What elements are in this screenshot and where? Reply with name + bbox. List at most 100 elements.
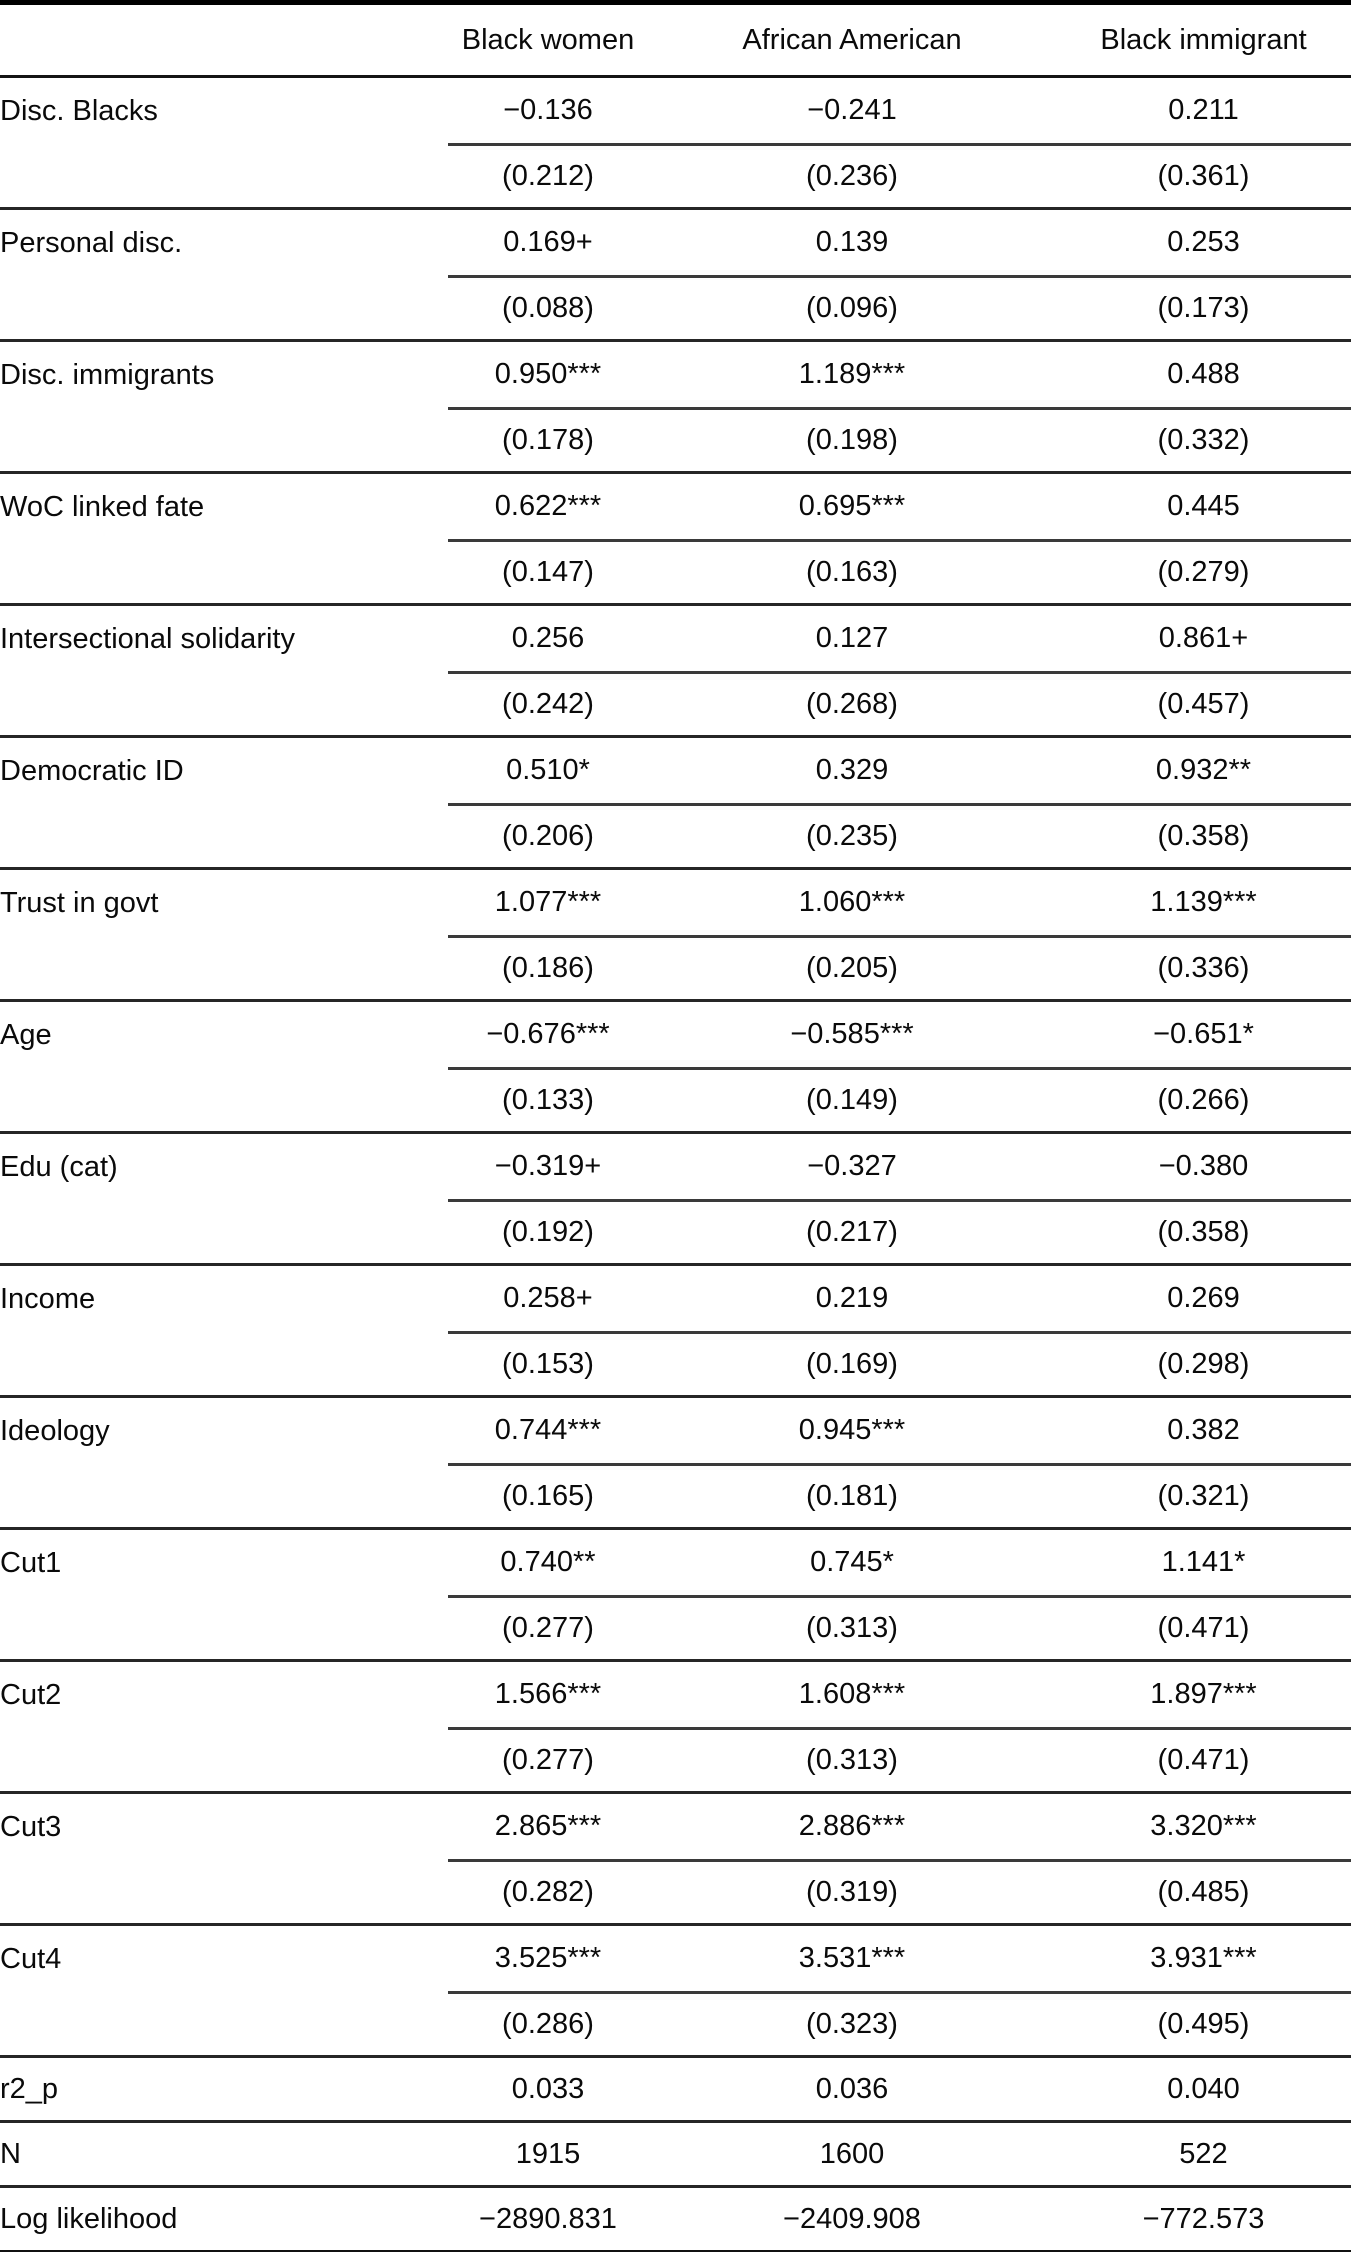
coefficient-cell: −0.585*** xyxy=(648,1000,1056,1070)
table-row-coefficients: Trust in govt 1.077*** 1.060*** 1.139*** xyxy=(0,868,1351,938)
se-cell: (0.471) xyxy=(1056,1596,1351,1662)
table-row-standard-errors: (0.153) (0.169) (0.298) xyxy=(0,1332,1351,1398)
coefficient-cell: 1.060*** xyxy=(648,868,1056,938)
se-cell: (0.169) xyxy=(648,1332,1056,1398)
row-label-empty xyxy=(0,1332,448,1398)
se-cell: (0.495) xyxy=(1056,1992,1351,2058)
header-row: Black women African American Black immig… xyxy=(0,2,1351,78)
se-cell: (0.212) xyxy=(448,144,648,210)
table-row-coefficients: Income 0.258+ 0.219 0.269 xyxy=(0,1264,1351,1334)
se-cell: (0.165) xyxy=(448,1464,648,1530)
coefficient-cell: 0.740** xyxy=(448,1528,648,1598)
se-cell: (0.266) xyxy=(1056,1068,1351,1134)
se-cell: (0.217) xyxy=(648,1200,1056,1266)
table-row-coefficients: Edu (cat) −0.319+ −0.327 −0.380 xyxy=(0,1132,1351,1202)
table-row-coefficients: Cut4 3.525*** 3.531*** 3.931*** xyxy=(0,1924,1351,1994)
table-row-standard-errors: (0.133) (0.149) (0.266) xyxy=(0,1068,1351,1134)
coefficient-cell: −0.327 xyxy=(648,1132,1056,1202)
coefficient-cell: 0.488 xyxy=(1056,340,1351,410)
se-cell: (0.286) xyxy=(448,1992,648,2058)
se-cell: (0.153) xyxy=(448,1332,648,1398)
row-label: Cut1 xyxy=(0,1546,62,1579)
row-label: Age xyxy=(0,1018,52,1051)
row-label: Disc. immigrants xyxy=(0,358,215,391)
row-label-empty xyxy=(0,1200,448,1266)
coefficient-cell: 2.865*** xyxy=(448,1792,648,1862)
row-label-empty xyxy=(0,672,448,738)
se-cell: (0.361) xyxy=(1056,144,1351,210)
table-row-standard-errors: (0.178) (0.198) (0.332) xyxy=(0,408,1351,474)
row-label-empty xyxy=(0,276,448,342)
row-label: Trust in govt xyxy=(0,886,159,919)
coefficient-cell: 0.695*** xyxy=(648,472,1056,542)
row-label: Income xyxy=(0,1282,96,1315)
se-cell: (0.235) xyxy=(648,804,1056,870)
table-row-coefficients: Cut3 2.865*** 2.886*** 3.320*** xyxy=(0,1792,1351,1862)
coefficient-cell: 1.189*** xyxy=(648,340,1056,410)
se-cell: (0.268) xyxy=(648,672,1056,738)
coefficient-cell: 0.269 xyxy=(1056,1264,1351,1334)
row-label-empty xyxy=(0,540,448,606)
se-cell: (0.321) xyxy=(1056,1464,1351,1530)
se-cell: (0.277) xyxy=(448,1596,648,1662)
se-cell: (0.149) xyxy=(648,1068,1056,1134)
table-row-coefficients: WoC linked fate 0.622*** 0.695*** 0.445 xyxy=(0,472,1351,542)
table-row-standard-errors: (0.277) (0.313) (0.471) xyxy=(0,1596,1351,1662)
row-label-empty xyxy=(0,1728,448,1794)
coefficient-cell: 0.745* xyxy=(648,1528,1056,1598)
se-cell: (0.133) xyxy=(448,1068,648,1134)
coefficient-cell: 0.622*** xyxy=(448,472,648,542)
se-cell: (0.096) xyxy=(648,276,1056,342)
se-cell: (0.298) xyxy=(1056,1332,1351,1398)
coefficient-cell: 0.950*** xyxy=(448,340,648,410)
coefficient-cell: 0.510* xyxy=(448,736,648,806)
se-cell: (0.457) xyxy=(1056,672,1351,738)
coefficient-cell: 1.608*** xyxy=(648,1660,1056,1730)
coefficient-cell: 2.886*** xyxy=(648,1792,1056,1862)
se-cell: (0.147) xyxy=(448,540,648,606)
corner-cell xyxy=(0,2,448,78)
coefficient-cell: −2890.831 xyxy=(479,2202,617,2235)
coefficient-cell: 0.211 xyxy=(1056,76,1351,146)
coefficient-cell: 1.077*** xyxy=(448,868,648,938)
coefficient-cell: −0.241 xyxy=(648,76,1056,146)
se-cell: (0.358) xyxy=(1056,804,1351,870)
table-row-coefficients: Cut1 0.740** 0.745* 1.141* xyxy=(0,1528,1351,1598)
coefficient-cell: −0.380 xyxy=(1056,1132,1351,1202)
table-row-coefficients: Disc. immigrants 0.950*** 1.189*** 0.488 xyxy=(0,340,1351,410)
table-row-standard-errors: (0.242) (0.268) (0.457) xyxy=(0,672,1351,738)
coefficient-cell: −772.573 xyxy=(1142,2202,1265,2235)
table-body: Disc. Blacks −0.136 −0.241 0.211 (0.212)… xyxy=(0,76,1351,2252)
coefficient-cell: 522 xyxy=(1056,2121,1351,2188)
se-cell: (0.279) xyxy=(1056,540,1351,606)
se-cell: (0.173) xyxy=(1056,276,1351,342)
se-cell: (0.186) xyxy=(448,936,648,1002)
row-label-empty xyxy=(0,1596,448,1662)
table-row-statistic: Log likelihood −2890.831 −2409.908 −772.… xyxy=(0,2187,1351,2252)
coefficient-cell: −0.319+ xyxy=(448,1132,648,1202)
se-cell: (0.313) xyxy=(648,1596,1056,1662)
row-label-empty xyxy=(0,1068,448,1134)
table-row-standard-errors: (0.286) (0.323) (0.495) xyxy=(0,1992,1351,2058)
table-row-statistic: N 1915 1600 522 xyxy=(0,2121,1351,2188)
row-label-empty xyxy=(0,408,448,474)
coefficient-cell: −0.136 xyxy=(448,76,648,146)
se-cell: (0.485) xyxy=(1056,1860,1351,1926)
row-label: r2_p xyxy=(0,2056,448,2123)
table-row-standard-errors: (0.147) (0.163) (0.279) xyxy=(0,540,1351,606)
se-cell: (0.206) xyxy=(448,804,648,870)
se-cell: (0.313) xyxy=(648,1728,1056,1794)
coefficient-cell: 1915 xyxy=(448,2121,648,2188)
coefficient-cell: 0.219 xyxy=(648,1264,1056,1334)
table-row-coefficients: Disc. Blacks −0.136 −0.241 0.211 xyxy=(0,76,1351,146)
coefficient-cell: −0.676*** xyxy=(448,1000,648,1070)
table-row-standard-errors: (0.212) (0.236) (0.361) xyxy=(0,144,1351,210)
coefficient-cell: 0.861+ xyxy=(1056,604,1351,674)
row-label-empty xyxy=(0,1860,448,1926)
se-cell: (0.471) xyxy=(1056,1728,1351,1794)
table-row-standard-errors: (0.192) (0.217) (0.358) xyxy=(0,1200,1351,1266)
table-row-standard-errors: (0.088) (0.096) (0.173) xyxy=(0,276,1351,342)
coefficient-cell: 0.945*** xyxy=(648,1396,1056,1466)
